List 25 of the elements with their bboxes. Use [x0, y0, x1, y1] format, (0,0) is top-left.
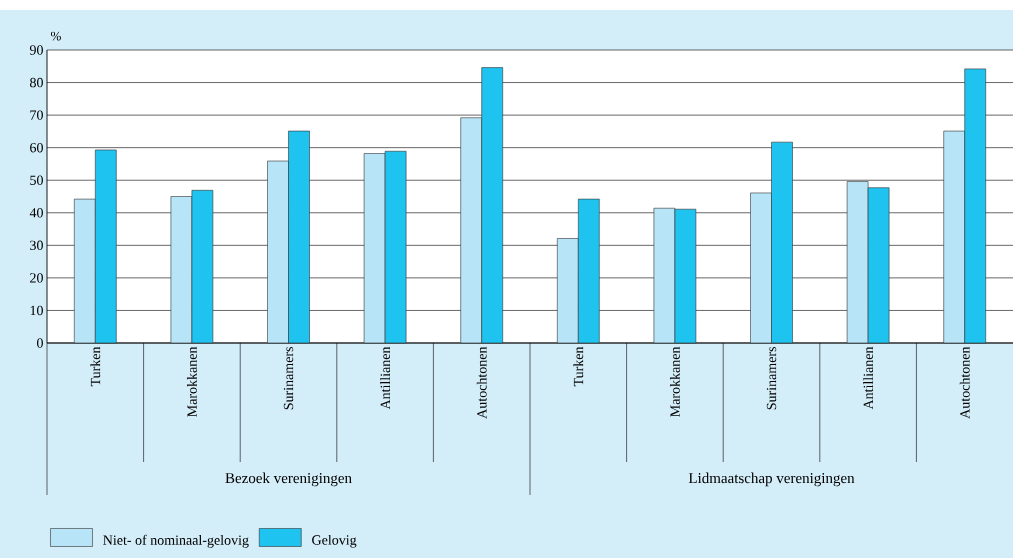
- x-tick-label: Autochtonen: [959, 346, 970, 419]
- y-axis-title: %: [50, 31, 61, 41]
- text: Lidmaatschap verenigingen: [688, 472, 855, 487]
- x-tick-label: Antillianen: [380, 346, 391, 410]
- text: Bezoek verenigingen: [225, 472, 352, 487]
- y-tick-label: 20: [30, 273, 43, 283]
- y-tick-label: 40: [29, 208, 43, 218]
- y-tick-label: 80: [30, 77, 43, 88]
- x-tick-label: Marokkanen: [669, 346, 680, 417]
- x-tick-label: Antillianen: [863, 346, 874, 410]
- x-tick-label: Surinamers: [766, 347, 777, 410]
- y-tick-label: 60: [30, 142, 43, 153]
- x-tick-label: Marokkanen: [186, 346, 197, 417]
- legend-label: Gelovig: [312, 534, 357, 548]
- y-tick-label: 70: [30, 110, 43, 120]
- x-tick-label: Turken: [573, 346, 584, 387]
- y-tick-label: 0: [37, 338, 43, 348]
- legend-label: Niet- of nominaal-gelovig: [103, 534, 249, 548]
- x-tick-label: Surinamers: [283, 347, 294, 410]
- y-tick-label: 50: [30, 175, 43, 185]
- x-tick-label: Turken: [90, 346, 101, 387]
- y-tick-label: 30: [30, 240, 43, 251]
- y-tick-label: 90: [29, 45, 43, 55]
- y-tick-label: 10: [30, 305, 43, 316]
- x-tick-label: Autochtonen: [476, 346, 487, 419]
